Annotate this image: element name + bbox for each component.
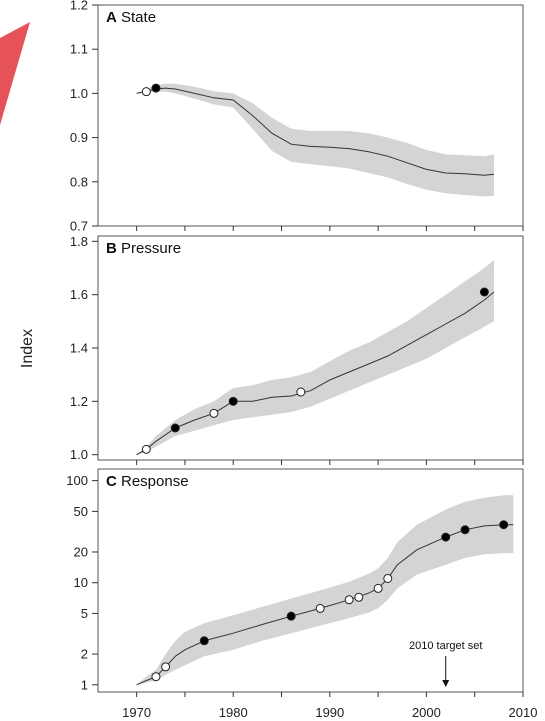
annotation-label: 2010 target set bbox=[409, 640, 482, 652]
x-tick-label: 1990 bbox=[315, 705, 344, 720]
filled-marker bbox=[499, 520, 509, 530]
open-marker bbox=[354, 592, 364, 602]
annotation-arrow-head bbox=[442, 680, 450, 687]
open-marker bbox=[296, 387, 306, 397]
filled-marker bbox=[151, 83, 161, 93]
y-tick-label: 2 bbox=[81, 647, 88, 662]
filled-marker bbox=[286, 611, 296, 621]
panel-title: B Pressure bbox=[106, 240, 181, 257]
y-tick-label: 20 bbox=[74, 544, 88, 559]
open-marker bbox=[209, 408, 219, 418]
y-tick-label: 0.9 bbox=[70, 130, 88, 145]
y-tick-label: 1.2 bbox=[70, 394, 88, 409]
panel-name: Pressure bbox=[117, 240, 181, 257]
series-line bbox=[136, 524, 514, 686]
confidence-band bbox=[136, 260, 494, 455]
x-tick-label: 1980 bbox=[219, 705, 248, 720]
y-tick-label: 0.7 bbox=[70, 219, 88, 234]
y-tick-label: 1.0 bbox=[70, 86, 88, 101]
panel-letter: A bbox=[106, 9, 117, 26]
y-axis-label: Index bbox=[19, 329, 36, 368]
y-tick-label: 1.2 bbox=[70, 0, 88, 13]
panel-title: A State bbox=[106, 9, 156, 26]
panel-title: C Response bbox=[106, 473, 189, 490]
open-marker bbox=[344, 595, 354, 605]
confidence-band bbox=[136, 83, 494, 197]
x-tick-label: 2000 bbox=[412, 705, 441, 720]
open-marker bbox=[151, 672, 161, 682]
y-tick-label: 1.4 bbox=[70, 341, 88, 356]
panel-letter: B bbox=[106, 240, 117, 257]
y-tick-label: 50 bbox=[74, 504, 88, 519]
open-marker bbox=[161, 662, 171, 672]
open-marker bbox=[383, 573, 393, 583]
panel-name: Response bbox=[117, 473, 189, 490]
panel-frame bbox=[97, 235, 524, 461]
series-line bbox=[136, 87, 495, 176]
y-tick-label: 100 bbox=[66, 473, 88, 488]
y-tick-label: 5 bbox=[81, 606, 88, 621]
panel-letter: C bbox=[106, 473, 117, 490]
y-tick-label: 1.8 bbox=[70, 234, 88, 249]
y-tick-label: 1 bbox=[81, 677, 88, 692]
x-tick-label: 2010 bbox=[509, 705, 538, 720]
open-marker bbox=[315, 603, 325, 613]
x-tick-label: 1970 bbox=[122, 705, 151, 720]
open-marker bbox=[141, 87, 151, 97]
confidence-band bbox=[136, 495, 514, 685]
y-tick-label: 1.0 bbox=[70, 447, 88, 462]
y-tick-label: 1.6 bbox=[70, 287, 88, 302]
filled-marker bbox=[199, 636, 209, 646]
filled-marker bbox=[460, 525, 470, 535]
filled-marker bbox=[441, 532, 451, 542]
open-marker bbox=[141, 444, 151, 454]
y-tick-label: 1.1 bbox=[70, 42, 88, 57]
filled-marker bbox=[170, 423, 180, 433]
y-tick-label: 0.8 bbox=[70, 174, 88, 189]
y-tick-label: 10 bbox=[74, 575, 88, 590]
filled-marker bbox=[228, 396, 238, 406]
panel-frame bbox=[97, 4, 524, 227]
panel-name: State bbox=[117, 9, 156, 26]
panel-frame bbox=[97, 468, 524, 693]
series-line bbox=[136, 291, 495, 456]
filled-marker bbox=[479, 287, 489, 297]
corner-logo-mark bbox=[0, 22, 30, 125]
open-marker bbox=[373, 583, 383, 593]
